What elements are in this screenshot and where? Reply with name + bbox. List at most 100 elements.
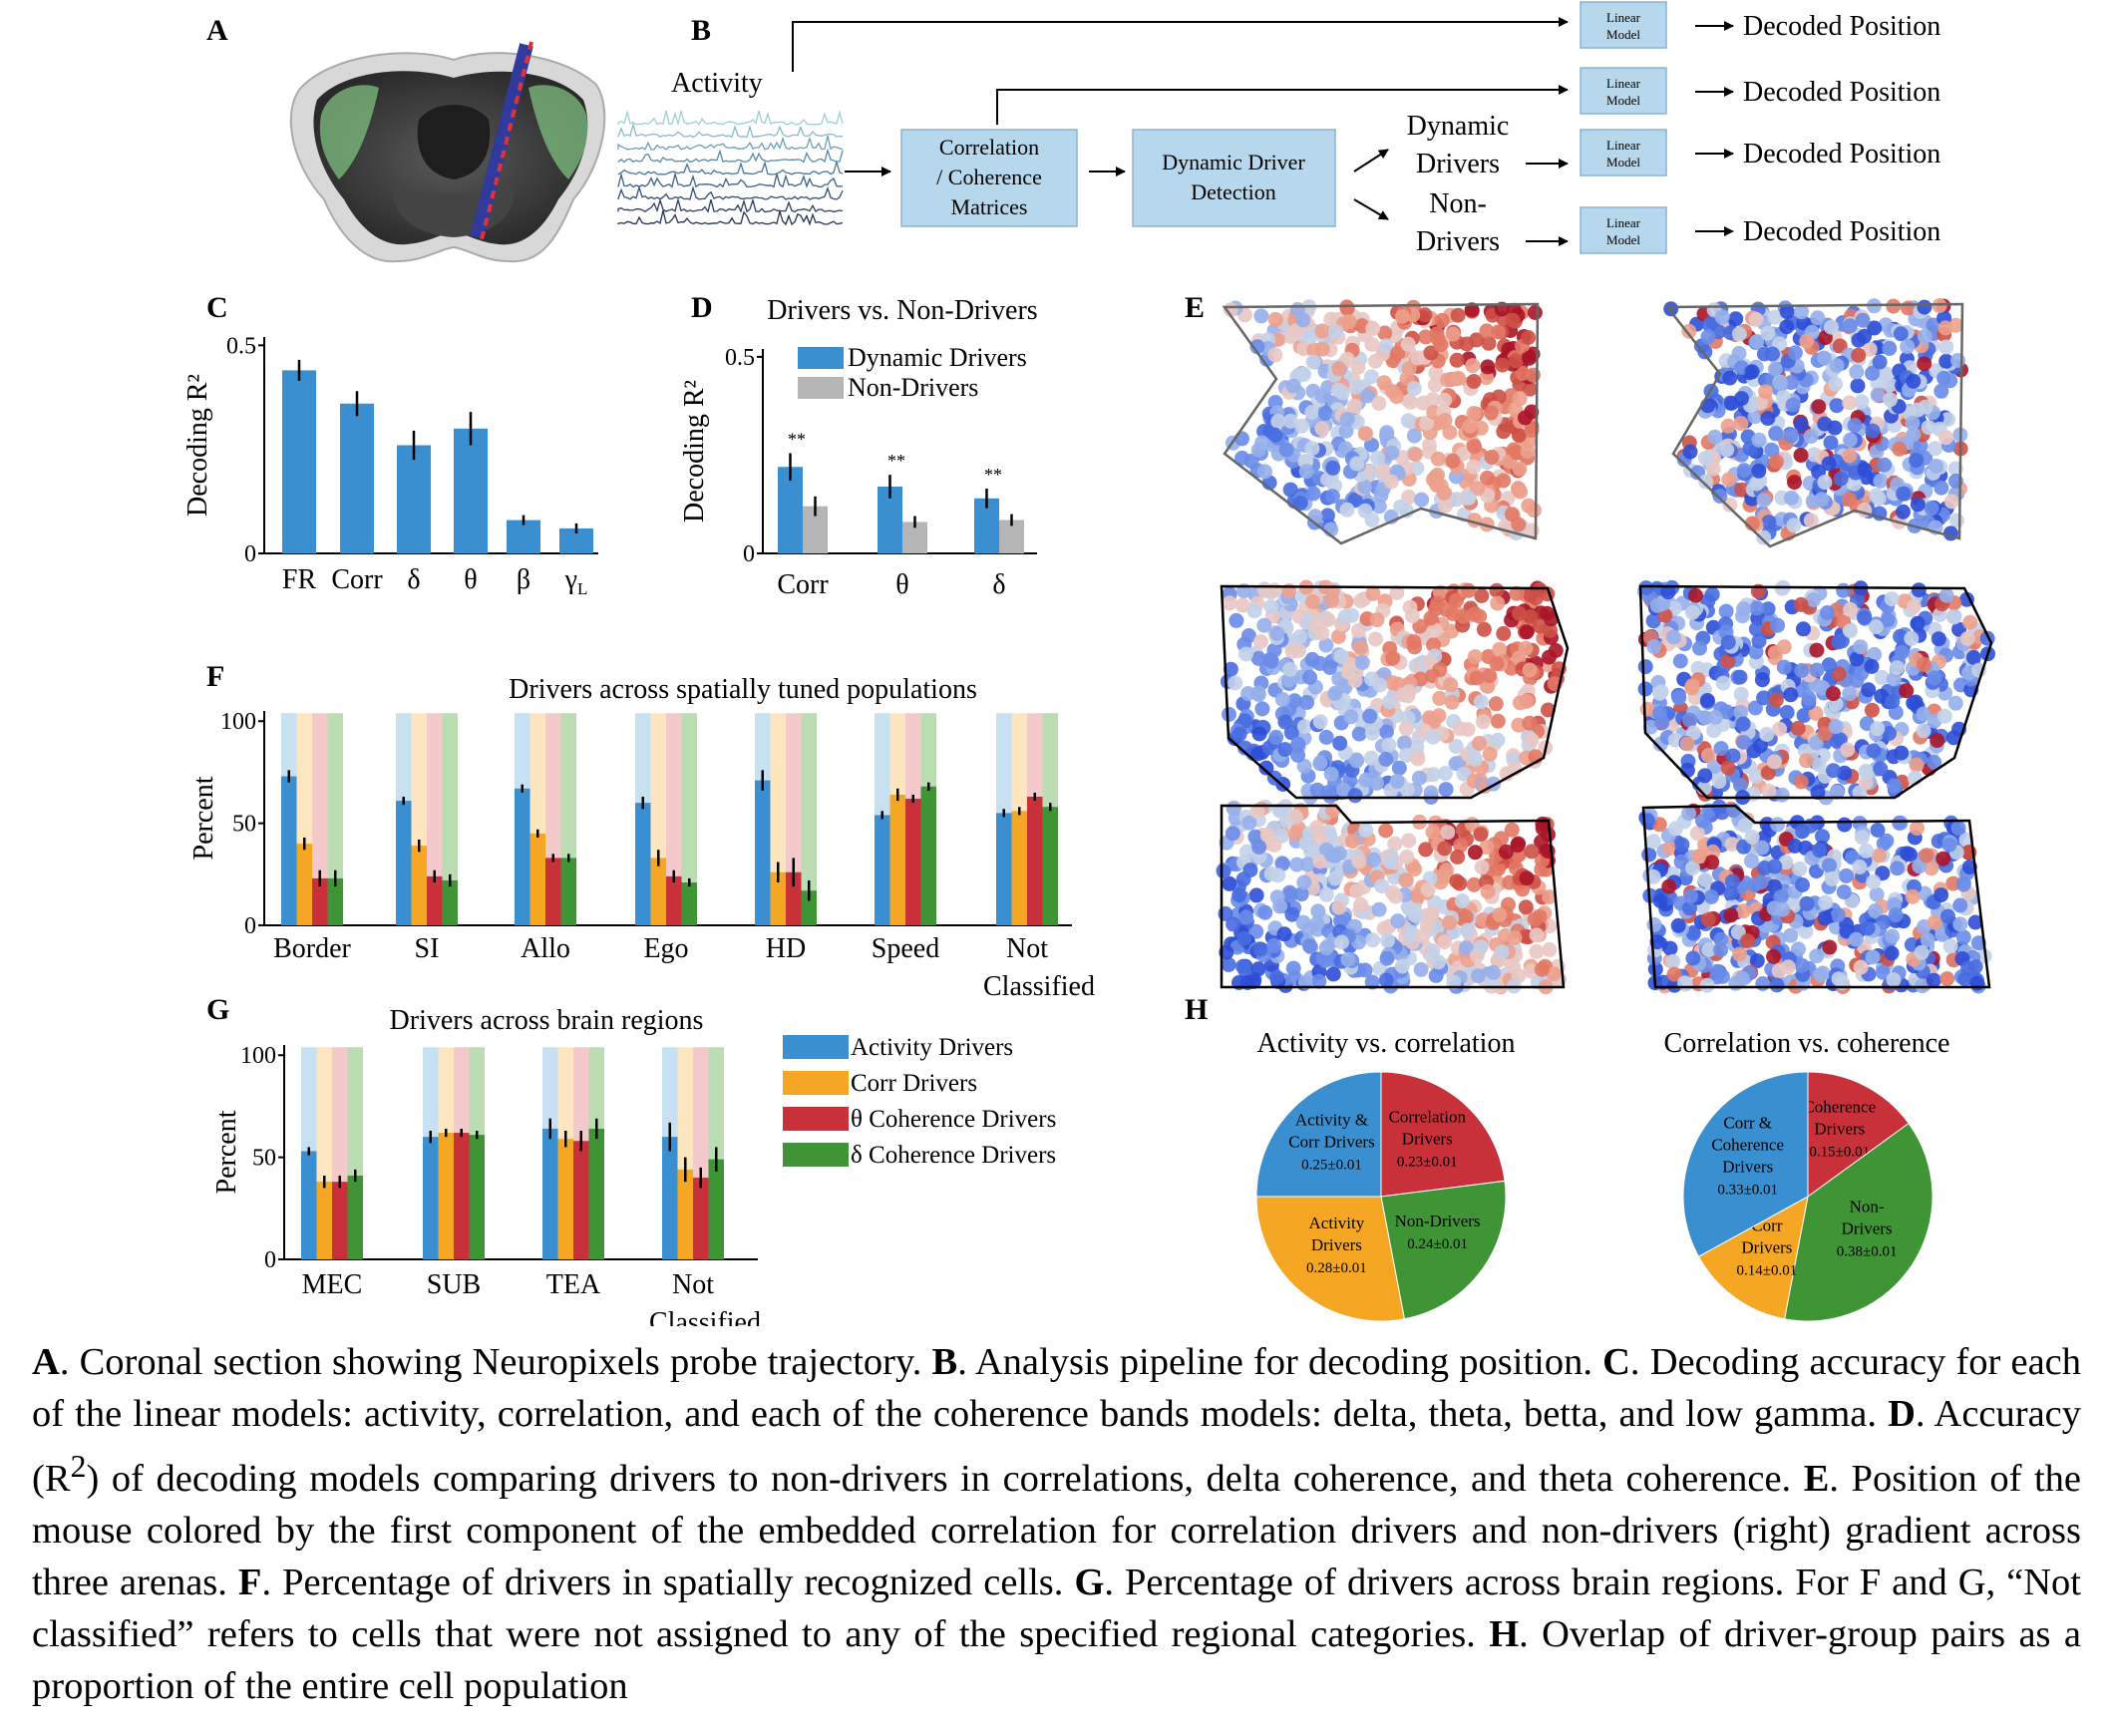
arena-point — [1380, 932, 1396, 948]
arena-point — [1824, 319, 1839, 335]
arena-point — [1229, 612, 1244, 628]
caption-panel-ref: H — [1489, 1612, 1520, 1655]
arena-point — [1793, 417, 1809, 433]
arena-point — [1312, 755, 1328, 771]
arena-point — [1276, 926, 1292, 942]
brain-section-illustration — [289, 41, 606, 263]
bar-3-1 — [677, 1169, 693, 1259]
pie-slice-label: Corr & — [1723, 1113, 1772, 1132]
bar-1-3 — [469, 1135, 485, 1259]
arena-point — [1465, 358, 1481, 374]
arena-point — [1473, 827, 1489, 843]
arena-point — [1783, 927, 1799, 943]
arena-point — [1490, 713, 1506, 729]
arena-point — [1242, 863, 1258, 878]
arena-point — [1735, 970, 1750, 986]
arena-point — [1332, 735, 1348, 751]
arena-point — [1936, 370, 1952, 386]
figure-caption: A. Coronal section showing Neuropixels p… — [32, 1336, 2081, 1712]
x-tick-label: Not — [1006, 933, 1048, 964]
arena-point — [1296, 874, 1312, 890]
linear-model-label: Linear — [1606, 138, 1641, 153]
arena-point — [1884, 945, 1900, 961]
arena-point — [1541, 702, 1556, 718]
arena-point — [1425, 824, 1441, 840]
arena-point — [1438, 601, 1454, 617]
pie-slice-value: 0.38±0.01 — [1837, 1244, 1898, 1260]
arena-point — [1408, 907, 1424, 923]
arena-point — [1520, 444, 1536, 460]
chart-f-spatial-populations: Drivers across spatially tuned populatio… — [188, 674, 1095, 1002]
arena-point — [1755, 976, 1771, 991]
arena-point — [1735, 716, 1751, 732]
arena-point — [1813, 967, 1828, 983]
arena-point — [1886, 671, 1902, 687]
arena-point — [1860, 920, 1876, 936]
arena-point — [1718, 603, 1734, 619]
arena-point — [1674, 837, 1690, 853]
arena-point — [1294, 418, 1309, 434]
arena-point — [1510, 838, 1526, 854]
arena-point — [1358, 823, 1374, 839]
box2-line2: Detection — [1191, 179, 1276, 204]
arena-point — [1723, 885, 1739, 901]
bar-1 — [340, 403, 374, 553]
arena-point — [1932, 298, 1947, 314]
arena-point — [1524, 404, 1540, 420]
arena-point — [1308, 618, 1324, 634]
x-tick-label: Corr — [331, 564, 383, 595]
arena-point — [1353, 896, 1369, 912]
arena-point — [1292, 496, 1308, 511]
bar-0-2 — [312, 877, 328, 925]
arena-point — [1790, 720, 1806, 736]
x-tick-label: γL — [564, 564, 588, 598]
arena-point — [1440, 372, 1456, 388]
arena-point — [1481, 335, 1497, 351]
arena-point — [1442, 915, 1458, 930]
arena-point — [1325, 460, 1341, 476]
x-tick-label: θ — [464, 564, 477, 595]
arena-point — [1378, 724, 1394, 740]
arena-point — [1456, 608, 1471, 624]
arena-point — [1496, 424, 1512, 440]
arena-point — [1378, 752, 1394, 767]
arena-point — [1941, 837, 1957, 853]
linear-model-label: Model — [1606, 155, 1640, 170]
arena-point — [1849, 364, 1865, 380]
arena-point — [1685, 924, 1701, 940]
arena-point — [1816, 350, 1832, 366]
arena-point — [1509, 353, 1524, 369]
arena-point — [1296, 366, 1312, 382]
arena-point — [1872, 848, 1887, 864]
arena-point — [1947, 695, 1963, 711]
arena-point — [1311, 973, 1327, 989]
arena-point — [1249, 804, 1265, 820]
arena-point — [1839, 868, 1854, 883]
arena-point — [1747, 700, 1763, 716]
significance-mark: ** — [788, 429, 806, 449]
arena-point — [1489, 656, 1505, 671]
arena-point — [1331, 899, 1347, 915]
arena-point — [1912, 859, 1928, 874]
arena-point — [1396, 735, 1412, 751]
panel-letter-a: A — [206, 14, 228, 47]
arena-point — [1216, 864, 1231, 879]
arena-point — [1794, 663, 1810, 678]
arena-point — [1803, 429, 1819, 445]
arena-point — [1521, 330, 1537, 345]
arena-point — [1467, 649, 1483, 665]
legend-label: Activity Drivers — [851, 1034, 1013, 1061]
arena-point — [1697, 871, 1713, 887]
arena-point — [1323, 766, 1339, 782]
arena-point — [1866, 743, 1882, 759]
arena-point — [1737, 818, 1753, 834]
arena-point — [1282, 413, 1298, 429]
arena-outline — [1641, 804, 1991, 989]
arena-point — [1305, 354, 1321, 370]
arena-point — [1749, 600, 1765, 616]
arena-point — [1327, 685, 1343, 701]
arena-point — [1869, 886, 1885, 902]
arena-point — [1916, 656, 1932, 672]
arena-point — [1277, 742, 1293, 758]
arena-point — [1810, 785, 1826, 801]
